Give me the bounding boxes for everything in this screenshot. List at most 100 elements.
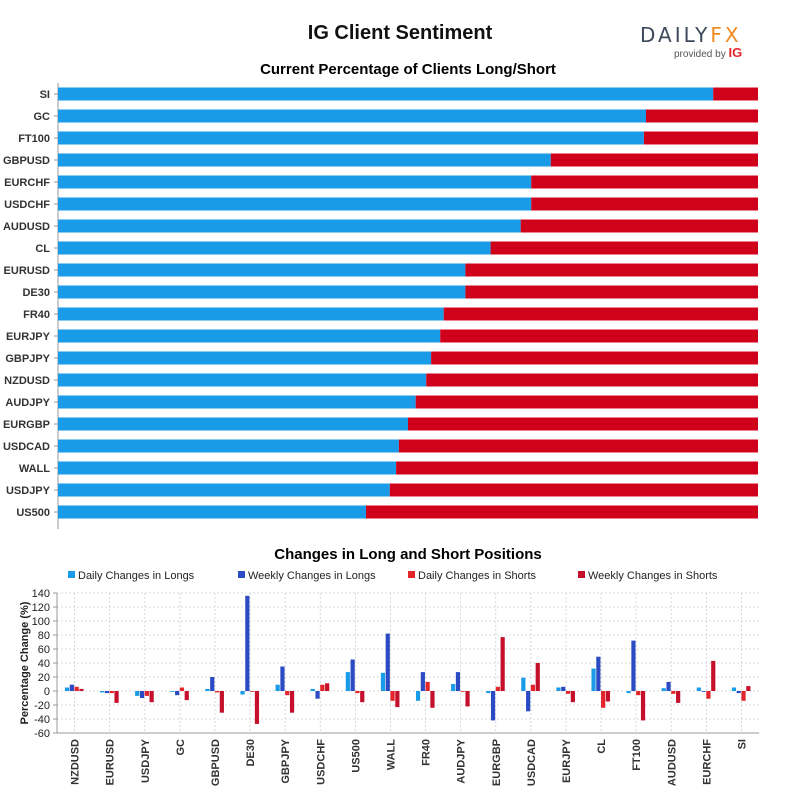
short-bar	[366, 505, 758, 519]
change-bar	[109, 691, 114, 694]
change-bar	[114, 691, 119, 703]
chart1-category-label: SI	[40, 89, 50, 101]
change-bar	[289, 691, 295, 713]
legend-label: Weekly Changes in Shorts	[588, 570, 718, 582]
chart1-category-label: EURCHF	[4, 177, 50, 189]
legend-swatch	[408, 571, 415, 578]
short-bar	[465, 285, 758, 299]
short-bar	[643, 131, 758, 145]
short-bar	[490, 241, 758, 255]
change-bar	[184, 691, 189, 701]
chart2-category-label: USDCAD	[526, 739, 538, 786]
chart1-category-label: FT100	[18, 133, 50, 145]
change-bar	[390, 691, 395, 701]
logo-provided-by: provided by	[674, 49, 726, 60]
change-bar	[626, 691, 631, 694]
short-bar	[431, 351, 758, 365]
change-bar	[144, 691, 149, 696]
short-bar	[440, 329, 758, 343]
chart2-y-tick-label: -20	[34, 700, 50, 712]
long-bar	[58, 505, 366, 519]
long-bar	[58, 197, 532, 211]
long-bar	[58, 131, 644, 145]
short-bar	[398, 439, 758, 453]
change-bar	[275, 684, 280, 691]
change-bar	[179, 687, 185, 691]
chart1-category-label: EURUSD	[4, 265, 51, 277]
chart2-category-label: EURCHF	[701, 739, 713, 785]
dailyfx-logo: DAILYFX provided by IG	[640, 24, 760, 64]
change-bar	[175, 691, 180, 696]
chart2-category-label: FT100	[631, 739, 643, 771]
change-bar	[636, 691, 641, 696]
chart2-y-tick-label: -60	[34, 728, 50, 740]
change-bar	[451, 684, 456, 691]
change-bar	[74, 686, 79, 691]
chart2-category-label: SI	[736, 739, 748, 749]
short-bar	[426, 373, 758, 387]
chart2-y-tick-label: 140	[32, 588, 50, 600]
chart2-y-tick-label: 40	[38, 658, 50, 670]
chart2-y-tick-label: 100	[32, 616, 50, 628]
chart2-y-tick-label: 60	[38, 644, 50, 656]
chart2-category-label: DE30	[245, 739, 257, 767]
change-bar	[591, 668, 596, 691]
change-bar	[605, 691, 611, 702]
long-bar	[58, 461, 397, 475]
chart1-category-label: EURJPY	[6, 331, 51, 343]
short-bar	[713, 87, 758, 101]
change-bar	[460, 691, 465, 692]
long-bar	[58, 439, 399, 453]
chart2-category-label: US500	[350, 739, 362, 773]
change-bar	[676, 691, 681, 703]
chart2-title: Changes in Long and Short Positions	[274, 546, 542, 563]
chart2-category-label: USDCHF	[315, 739, 327, 785]
change-bar	[640, 691, 646, 721]
change-bar	[350, 659, 355, 691]
change-bar	[135, 691, 140, 696]
long-short-chart: SI GC FT100 GBPUSD EURCHF USDCHF AUDUSD CL EURUS…	[3, 83, 758, 529]
long-bar	[58, 241, 491, 255]
change-bar	[254, 691, 260, 724]
chart1-category-label: AUDUSD	[3, 221, 50, 233]
chart1-category-label: USDJPY	[6, 485, 51, 497]
short-bar	[389, 483, 758, 497]
chart1-category-label: AUDJPY	[5, 397, 50, 409]
change-bar	[565, 691, 571, 694]
change-bar	[320, 684, 325, 691]
change-bar	[631, 640, 636, 691]
short-bar	[415, 395, 758, 409]
chart2-category-label: EURGBP	[491, 739, 503, 786]
change-bar	[711, 660, 716, 691]
chart1-category-label: NZDUSD	[4, 375, 50, 387]
change-bar	[214, 691, 220, 693]
change-bar	[601, 691, 606, 708]
change-bar	[100, 691, 105, 693]
chart2-category-label: GBPUSD	[210, 739, 222, 786]
short-bar	[408, 417, 758, 431]
change-bar	[64, 687, 70, 691]
long-bar	[58, 175, 532, 189]
change-bar	[415, 691, 421, 701]
long-bar	[58, 285, 466, 299]
chart1-title: Current Percentage of Clients Long/Short	[260, 61, 556, 78]
short-bar	[531, 175, 758, 189]
change-bar	[666, 681, 671, 691]
change-bar	[345, 672, 350, 691]
change-bar	[385, 633, 390, 691]
long-bar	[58, 417, 408, 431]
change-bar	[530, 684, 536, 691]
change-bar	[310, 688, 315, 691]
change-bar	[245, 595, 250, 691]
chart2-category-label: FR40	[421, 739, 433, 766]
chart2-category-label: USDJPY	[140, 738, 152, 783]
legend-swatch	[578, 571, 585, 578]
change-bar	[315, 691, 320, 699]
chart1-category-label: WALL	[19, 463, 50, 475]
chart2-category-label: WALL	[385, 739, 397, 770]
chart2-legend: Daily Changes in Longs Weekly Changes in …	[68, 570, 718, 582]
change-bar	[79, 688, 84, 691]
chart2-category-label: GBPJPY	[280, 738, 292, 783]
long-bar	[58, 329, 441, 343]
